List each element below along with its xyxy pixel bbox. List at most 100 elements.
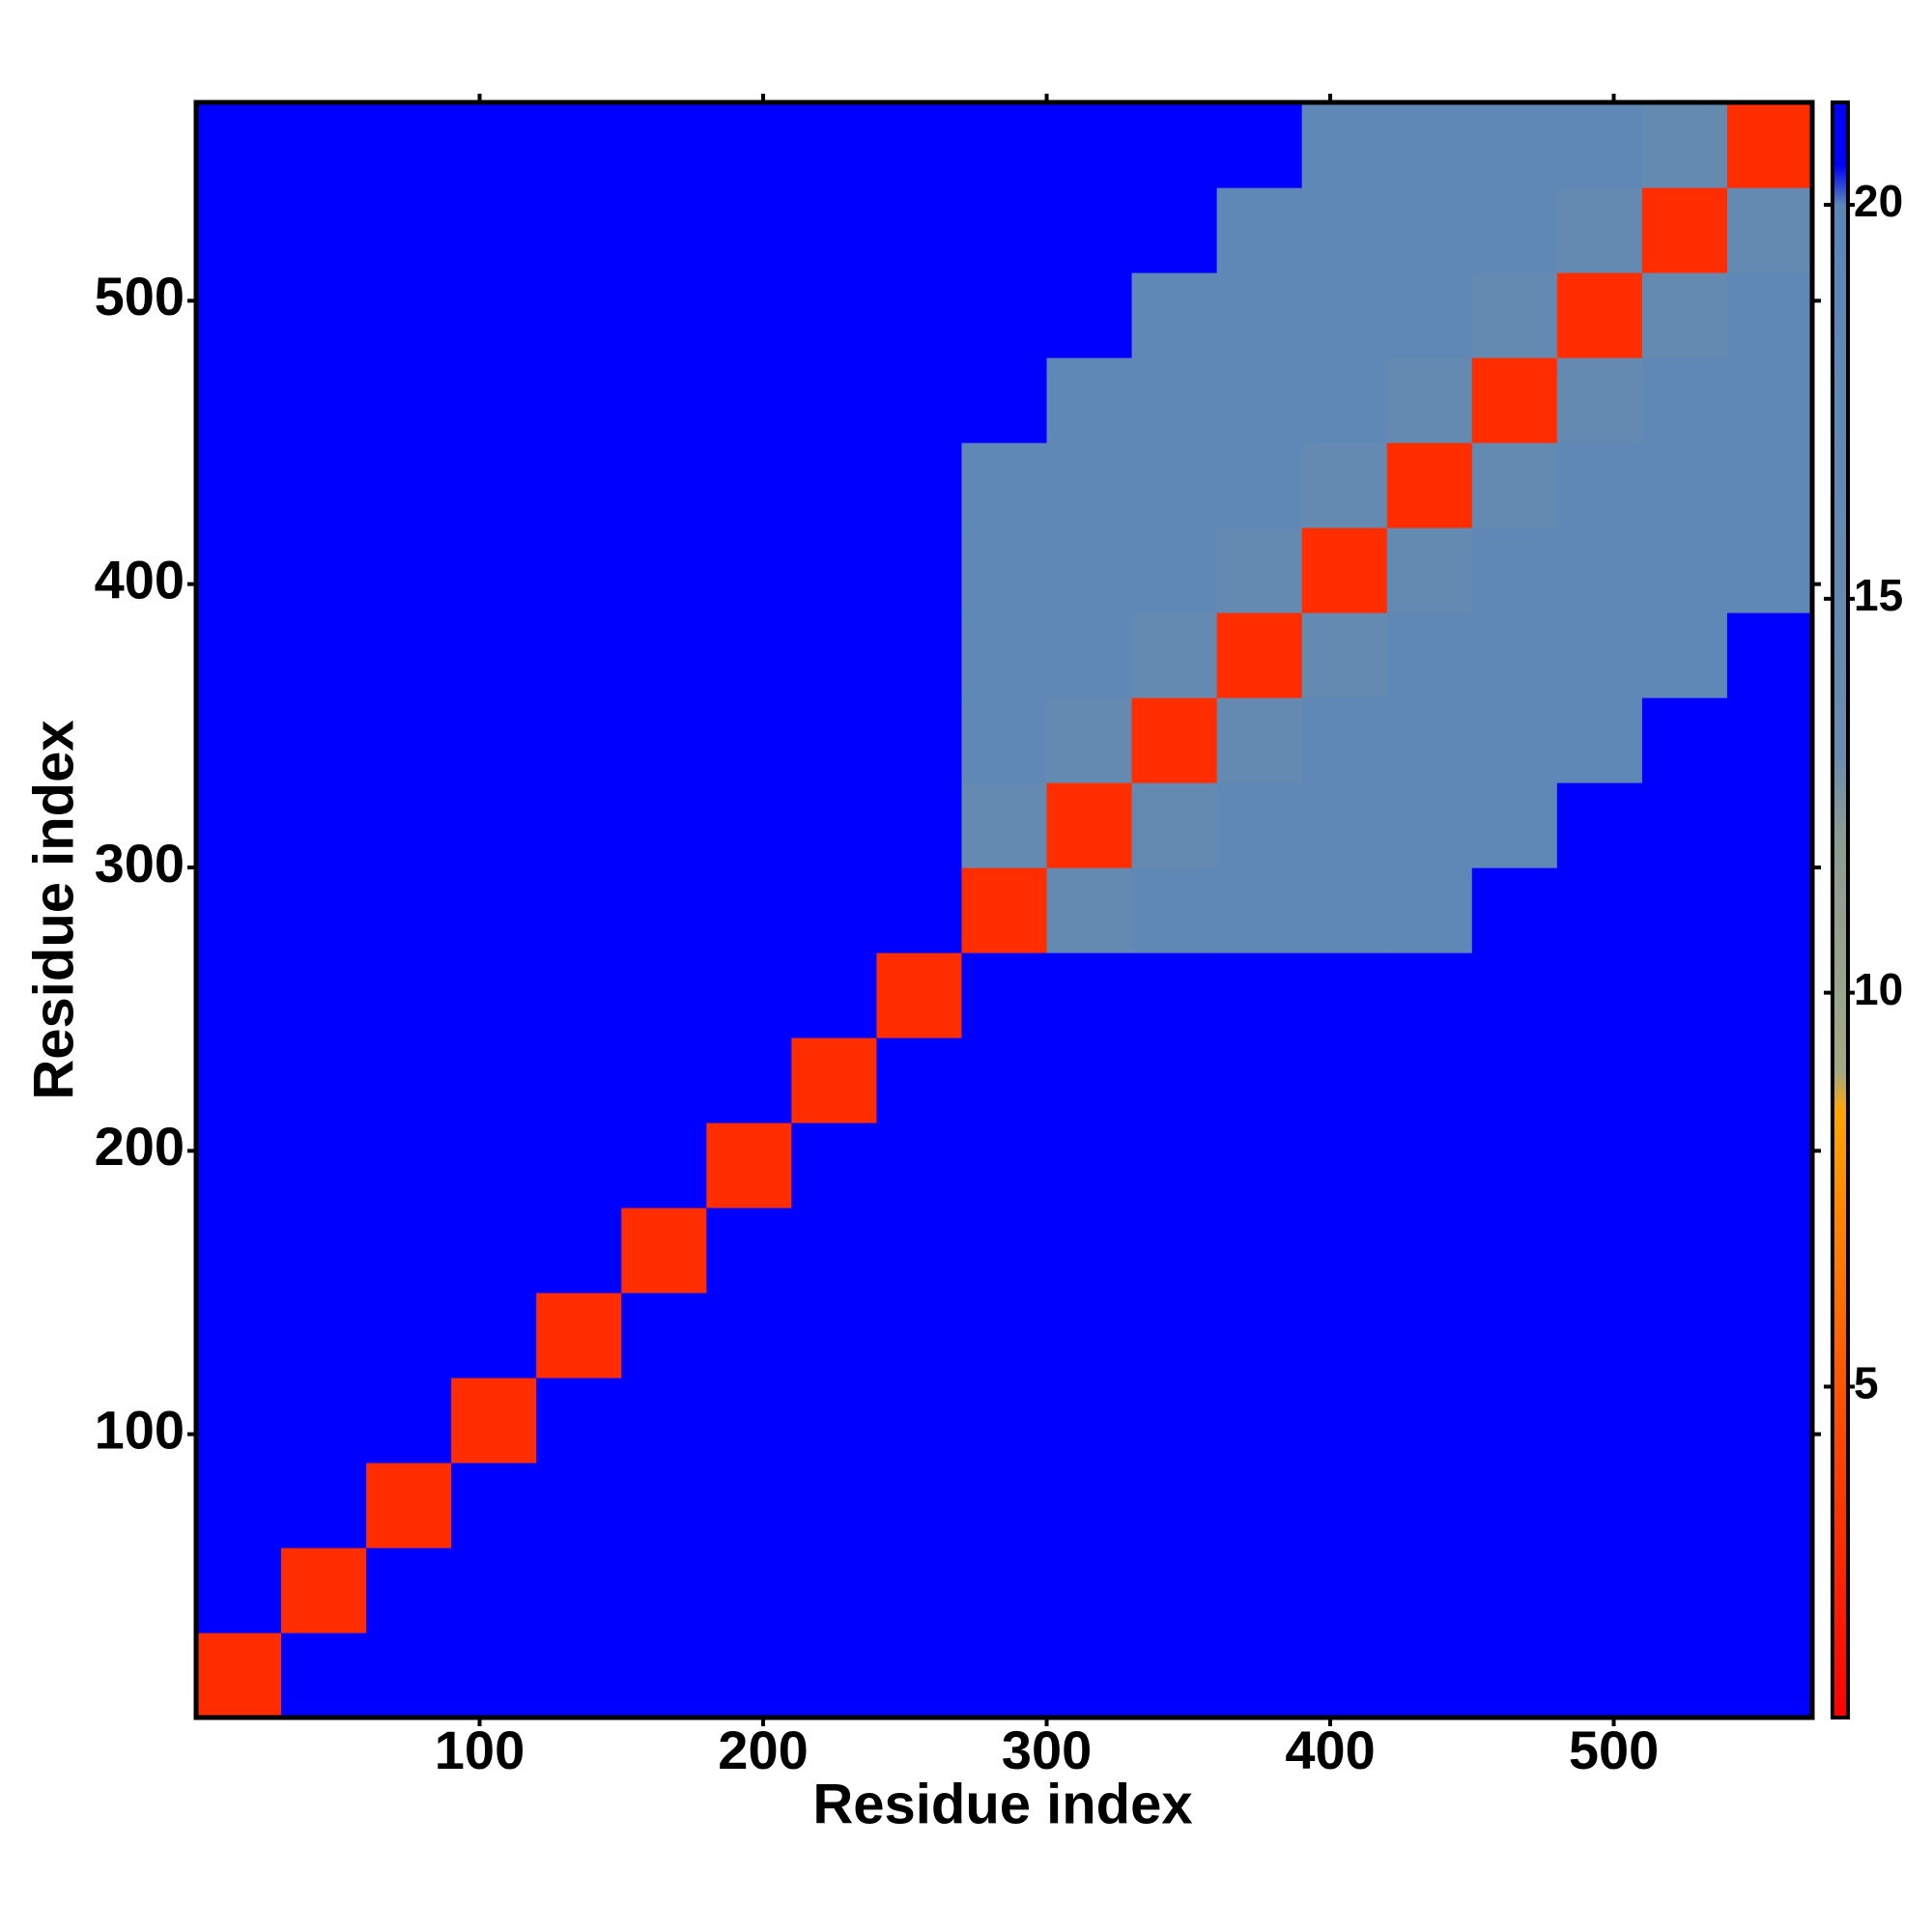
heatmap-cell <box>1131 1037 1218 1123</box>
heatmap-cell <box>1386 1633 1473 1719</box>
heatmap-cell <box>961 1293 1048 1378</box>
heatmap-cell <box>1556 1463 1643 1548</box>
heatmap-cell <box>451 952 537 1038</box>
heatmap-cell <box>1131 102 1218 188</box>
heatmap-cell <box>1386 1037 1473 1123</box>
heatmap-cell <box>1641 527 1728 613</box>
heatmap-cell <box>536 867 622 953</box>
heatmap-cell <box>1471 1463 1558 1548</box>
heatmap-cell <box>536 782 622 868</box>
heatmap-cell <box>706 1633 792 1719</box>
heatmap-cell <box>791 187 878 273</box>
heatmap-cell <box>281 357 367 443</box>
heatmap-cell <box>1556 782 1643 868</box>
heatmap-cell <box>536 272 622 358</box>
heatmap-cell <box>791 442 878 528</box>
heatmap-cell <box>1641 1633 1728 1719</box>
heatmap-cell <box>1726 952 1813 1038</box>
heatmap-cell <box>1641 357 1728 443</box>
colorbar-tick-label: 15 <box>1854 570 1903 620</box>
heatmap-cell <box>196 697 282 783</box>
heatmap-cell <box>536 187 622 273</box>
heatmap-cell <box>876 1122 963 1208</box>
heatmap-cell <box>1726 1548 1813 1634</box>
heatmap-cell <box>1216 187 1303 273</box>
heatmap-cell <box>706 952 792 1038</box>
heatmap-cell <box>1386 1378 1473 1463</box>
heatmap-cell <box>366 357 452 443</box>
heatmap-cell <box>621 1208 707 1293</box>
heatmap-cell <box>1641 1293 1728 1378</box>
heatmap-cell <box>876 1378 963 1463</box>
heatmap-cell <box>281 102 367 188</box>
heatmap-cell <box>1386 782 1473 868</box>
heatmap-cell <box>536 357 622 443</box>
heatmap-cell <box>1726 272 1813 358</box>
heatmap-cell <box>1471 1208 1558 1293</box>
heatmap-cell <box>1386 527 1473 613</box>
heatmap-cell <box>1471 357 1558 443</box>
heatmap-cell <box>366 612 452 698</box>
heatmap-cell <box>536 1633 622 1719</box>
heatmap-cell <box>1556 952 1643 1038</box>
heatmap-cell <box>791 1633 878 1719</box>
heatmap-cell <box>1386 1122 1473 1208</box>
heatmap-cell <box>791 1037 878 1123</box>
heatmap-cell <box>196 1208 282 1293</box>
heatmap-cell <box>1556 272 1643 358</box>
heatmap-cell <box>1131 1378 1218 1463</box>
heatmap-cell <box>706 442 792 528</box>
heatmap-cell <box>1726 1633 1813 1719</box>
heatmap-cell <box>706 1122 792 1208</box>
heatmap-cell <box>876 1037 963 1123</box>
heatmap-cell <box>1216 527 1303 613</box>
heatmap-cell <box>1216 1463 1303 1548</box>
heatmap-cell <box>366 1208 452 1293</box>
heatmap-cell <box>1046 952 1133 1038</box>
heatmap-cell <box>1131 1122 1218 1208</box>
heatmap-cell <box>791 697 878 783</box>
heatmap-cell <box>1726 1463 1813 1548</box>
heatmap-cell <box>1301 1293 1388 1378</box>
heatmap-cell <box>1556 1208 1643 1293</box>
heatmap-cell <box>1046 1037 1133 1123</box>
heatmap-cell <box>1641 782 1728 868</box>
heatmap-cell <box>1726 867 1813 953</box>
heatmap-cell <box>451 102 537 188</box>
heatmap-cell <box>366 1378 452 1463</box>
heatmap-cell <box>196 272 282 358</box>
heatmap-cell <box>876 1208 963 1293</box>
heatmap-cell <box>1216 1633 1303 1719</box>
heatmap-cell <box>1641 187 1728 273</box>
heatmap-cell <box>961 357 1048 443</box>
heatmap-cell <box>1131 442 1218 528</box>
heatmap-cell <box>1726 782 1813 868</box>
heatmap-cell <box>451 697 537 783</box>
heatmap-cell <box>1386 697 1473 783</box>
heatmap-cell <box>536 527 622 613</box>
heatmap-cell <box>281 187 367 273</box>
heatmap-cell <box>1386 612 1473 698</box>
heatmap-cell <box>1556 1378 1643 1463</box>
heatmap-cell <box>366 782 452 868</box>
heatmap-cell <box>876 867 963 953</box>
heatmap-cell <box>1216 102 1303 188</box>
colorbar-tick-label: 10 <box>1854 964 1903 1014</box>
heatmap-cell <box>1131 187 1218 273</box>
heatmap-cell <box>1216 272 1303 358</box>
heatmap-cell <box>1216 952 1303 1038</box>
heatmap-cell <box>1726 1293 1813 1378</box>
heatmap-cell <box>536 1037 622 1123</box>
y-tick-label: 500 <box>95 266 185 327</box>
heatmap-cell <box>621 952 707 1038</box>
plot-frame <box>193 99 1815 1720</box>
heatmap-cell <box>196 782 282 868</box>
heatmap-cell <box>1726 102 1813 188</box>
heatmap-cell <box>536 612 622 698</box>
heatmap-cell <box>876 187 963 273</box>
heatmap-cell <box>281 782 367 868</box>
heatmap-cell <box>621 867 707 953</box>
heatmap-cell <box>1216 1293 1303 1378</box>
heatmap-cell <box>1726 1122 1813 1208</box>
